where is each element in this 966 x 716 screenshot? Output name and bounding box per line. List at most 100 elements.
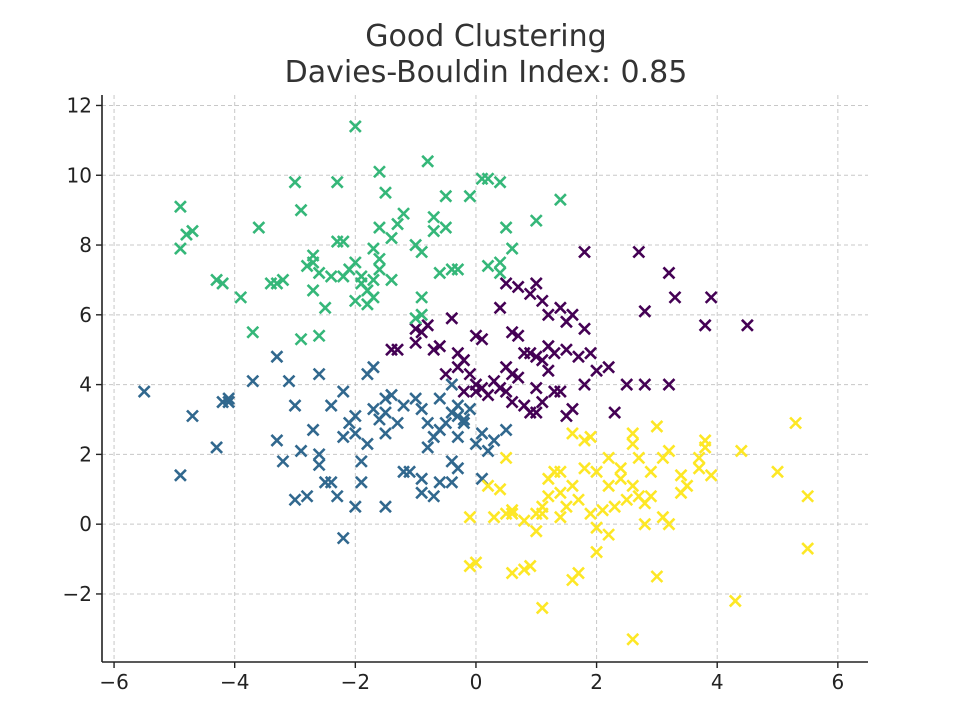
scatter-point (692, 461, 706, 475)
scatter-point (638, 304, 652, 318)
scatter-point (698, 434, 712, 447)
scatter-point (336, 430, 350, 444)
scatter-point (379, 427, 392, 440)
scatter-point (439, 416, 453, 430)
scatter-point (566, 573, 579, 587)
scatter-point (469, 385, 483, 399)
scatter-point (529, 214, 543, 228)
scatter-point (529, 406, 543, 419)
scatter-point (439, 221, 453, 235)
chart-subtitle: Davies-Bouldin Index: 0.85 (285, 55, 688, 90)
scatter-point (771, 465, 784, 479)
scatter-point (523, 287, 537, 301)
scatter-point (608, 406, 622, 419)
scatter-point (602, 360, 616, 374)
scatter-point (505, 325, 519, 339)
scatter-point (638, 378, 652, 392)
scatter-point (463, 367, 477, 381)
scatter-point (801, 542, 815, 556)
scatter-point (529, 350, 543, 364)
scatter-point (499, 451, 513, 465)
scatter-point (469, 329, 483, 343)
scatter-point (505, 395, 519, 409)
scatter-point (523, 346, 537, 360)
scatter-point (252, 221, 266, 235)
scatter-point (614, 472, 628, 486)
scatter-point (373, 221, 386, 235)
grid-lines (102, 95, 868, 662)
scatter-point (415, 290, 429, 304)
scatter-point (421, 416, 435, 430)
tick-labels: −6 −4 −2 0 2 4 6 −2 0 2 4 6 8 10 12 (63, 93, 845, 694)
scatter-point (433, 266, 447, 280)
scatter-point (728, 594, 742, 608)
scatter-point (451, 399, 465, 412)
scatter-point (572, 493, 585, 507)
scatter-point (415, 402, 429, 416)
scatter-point (336, 531, 350, 545)
scatter-point (481, 172, 495, 186)
scatter-point (409, 336, 423, 350)
scatter-point (572, 350, 585, 364)
scatter-point (457, 385, 471, 399)
scatter-point (216, 276, 230, 290)
scatter-point (499, 423, 513, 437)
scatter-point (348, 294, 362, 308)
scatter-point (330, 235, 344, 248)
scatter-point (415, 245, 429, 259)
scatter-point (620, 493, 634, 507)
scatter-point (234, 290, 248, 304)
scatter-point (578, 434, 591, 447)
scatter-point (789, 416, 803, 430)
scatter-point (445, 311, 459, 325)
scatter-point (529, 524, 543, 538)
scatter-point (409, 392, 423, 405)
scatter-point (481, 479, 495, 493)
scatter-point (210, 440, 224, 454)
scatter-point (463, 402, 477, 416)
scatter-point (366, 360, 380, 374)
scatter-point (674, 468, 688, 482)
scatter-point (553, 465, 567, 479)
scatter-point (535, 353, 549, 367)
x-tick-label: 6 (831, 670, 844, 694)
scatter-point (535, 601, 549, 615)
scatter-point (499, 385, 513, 399)
scatter-point (463, 559, 477, 573)
scatter-point (602, 479, 616, 493)
scatter-point (541, 308, 555, 322)
x-tick-label: −4 (220, 670, 249, 694)
scatter-point (475, 332, 489, 346)
scatter-point (391, 343, 404, 357)
scatter-point (505, 566, 519, 580)
scatter-point (186, 224, 199, 238)
scatter-point (403, 465, 417, 479)
scatter-point (566, 427, 579, 440)
scatter-point (270, 276, 284, 290)
scatter-point (379, 186, 392, 200)
scatter-point (487, 510, 501, 524)
scatter-point (173, 468, 187, 482)
x-tick-label: 0 (470, 670, 483, 694)
scatter-point (578, 245, 591, 259)
y-tick-label: 0 (79, 512, 92, 536)
scatter-point (553, 510, 567, 524)
scatter-point (415, 308, 429, 322)
scatter-point (306, 423, 320, 437)
scatter-point (312, 367, 326, 381)
scatter-point (529, 276, 543, 290)
scatter-point (560, 500, 573, 514)
scatter-point (517, 563, 531, 576)
scatter-point (354, 475, 368, 489)
scatter-point (626, 427, 640, 440)
scatter-point (547, 346, 561, 360)
scatter-point (734, 444, 748, 458)
scatter-point (312, 458, 326, 472)
scatter-point (445, 454, 459, 468)
scatter-point (433, 339, 447, 353)
scatter-point (511, 280, 525, 294)
scatter-point (294, 332, 308, 346)
scatter-point (445, 263, 459, 276)
scatter-point (566, 479, 579, 493)
